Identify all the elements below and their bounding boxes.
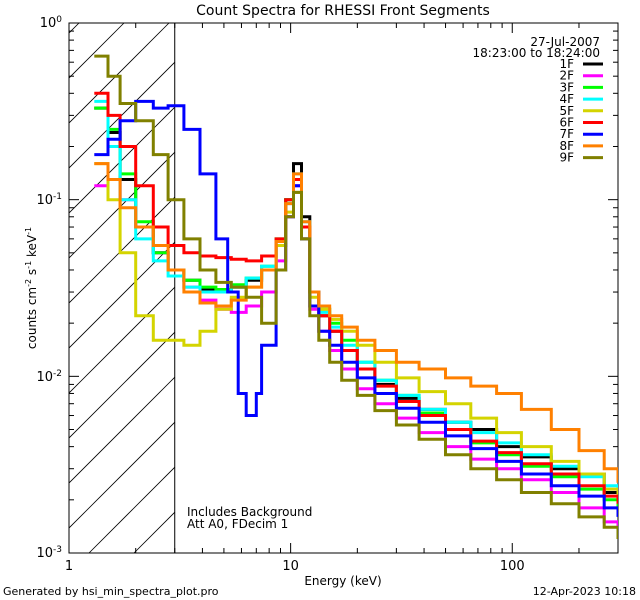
hatch-line xyxy=(69,61,175,169)
hatched-region xyxy=(69,23,640,553)
legend-label-4F: 4F xyxy=(559,92,574,106)
time-range-label: 18:23:00 to 18:24:00 xyxy=(473,46,600,60)
x-tick-label: 100 xyxy=(500,559,525,574)
hatch-line xyxy=(69,286,175,394)
plot-frame xyxy=(68,22,619,554)
hatch-line xyxy=(69,421,175,529)
legend-label-9F: 9F xyxy=(559,151,574,165)
y-tick-label: 10-3 xyxy=(36,545,62,561)
series-lines xyxy=(94,54,618,539)
legend-label-1F: 1F xyxy=(559,57,574,71)
hatch-line xyxy=(629,23,640,553)
date-label: 27-Jul-2007 xyxy=(530,35,600,49)
y-tick-label: 100 xyxy=(40,15,63,31)
x-tick-label: 10 xyxy=(282,559,299,574)
hatch-line xyxy=(69,106,175,214)
hatch-line xyxy=(69,23,170,124)
footer-timestamp: 12-Apr-2023 10:18 xyxy=(533,585,636,598)
legend-label-7F: 7F xyxy=(559,127,574,141)
legend-label-5F: 5F xyxy=(559,104,574,118)
series-6F xyxy=(94,91,618,504)
y-tick-label: 10-1 xyxy=(36,192,62,208)
hatch-line xyxy=(69,23,80,34)
legend-label-6F: 6F xyxy=(559,116,574,130)
legend-label-8F: 8F xyxy=(559,139,574,153)
legend-label-3F: 3F xyxy=(559,80,574,94)
hatch-line xyxy=(69,241,175,349)
footer-generated-by: Generated by hsi_min_spectra_plot.pro xyxy=(3,585,219,598)
series-9F xyxy=(94,54,618,539)
legend-label-2F: 2F xyxy=(559,69,574,83)
x-tick-label: 1 xyxy=(65,559,73,574)
y-tick-label: 10-2 xyxy=(36,369,62,385)
hatch-line xyxy=(69,376,175,484)
series-3F xyxy=(94,106,618,513)
y-axis-label: counts cm-2 s-1 keV-1 xyxy=(24,227,39,349)
chart-title: Count Spectra for RHESSI Front Segments xyxy=(196,3,490,19)
hatch-line xyxy=(69,196,175,304)
annotation-attenuator: Att A0, FDecim 1 xyxy=(187,517,288,531)
x-axis-label: Energy (keV) xyxy=(304,574,381,588)
annotation-background: Includes Background xyxy=(187,505,312,519)
axis-ticks xyxy=(68,23,619,554)
series-8F xyxy=(94,162,618,483)
series-4F xyxy=(94,99,618,497)
series-1F xyxy=(94,106,618,500)
